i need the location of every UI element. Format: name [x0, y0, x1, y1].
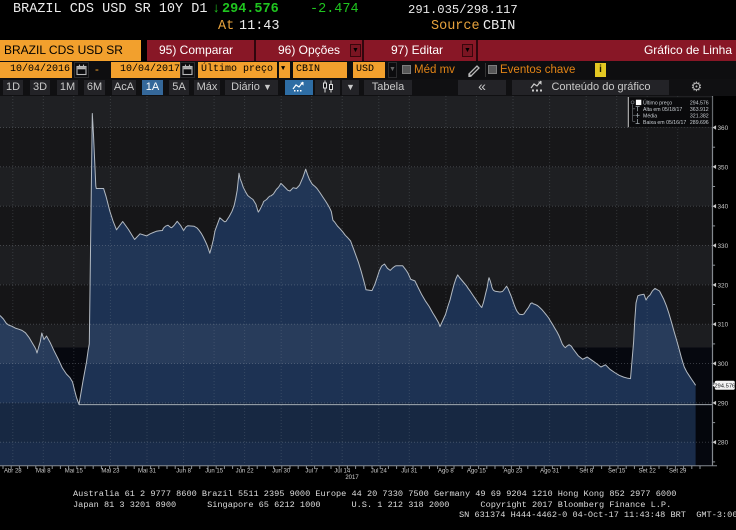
- svg-text:Jul 31: Jul 31: [401, 468, 418, 474]
- svg-text:Média: Média: [643, 113, 657, 119]
- svg-text:Ago 15: Ago 15: [467, 468, 487, 474]
- svg-text:340: 340: [718, 204, 729, 211]
- svg-text:Jun 22: Jun 22: [236, 468, 255, 474]
- svg-text:Baixa em 05/16/17: Baixa em 05/16/17: [643, 120, 686, 126]
- svg-text:Mai 31: Mai 31: [138, 468, 157, 474]
- svg-text:Ago 31: Ago 31: [540, 468, 560, 474]
- svg-text:Jul 14: Jul 14: [334, 468, 351, 474]
- svg-text:Jun 30: Jun 30: [272, 468, 291, 474]
- svg-text:2017: 2017: [345, 475, 359, 481]
- svg-text:Abr 28: Abr 28: [4, 468, 22, 474]
- svg-text:Alta em 05/18/17: Alta em 05/18/17: [643, 107, 682, 113]
- svg-text:294.576: 294.576: [714, 383, 735, 389]
- svg-text:Set 22: Set 22: [639, 468, 657, 474]
- svg-text:Último preço: Último preço: [643, 99, 672, 106]
- svg-text:Mai 15: Mai 15: [65, 468, 84, 474]
- svg-text:360: 360: [718, 125, 729, 132]
- svg-text:Jun 15: Jun 15: [205, 468, 224, 474]
- svg-text:Mai 8: Mai 8: [36, 468, 51, 474]
- svg-text:Ago 23: Ago 23: [503, 468, 523, 474]
- svg-text:Jun 8: Jun 8: [176, 468, 191, 474]
- svg-text:289.696: 289.696: [690, 120, 709, 126]
- svg-text:294.576: 294.576: [690, 100, 709, 106]
- svg-text:350: 350: [718, 164, 729, 171]
- svg-text:Set 29: Set 29: [669, 468, 687, 474]
- svg-text:330: 330: [718, 243, 729, 250]
- svg-text:310: 310: [718, 322, 729, 329]
- svg-text:280: 280: [718, 440, 729, 447]
- svg-text:Jul 24: Jul 24: [371, 468, 388, 474]
- svg-text:300: 300: [718, 361, 729, 368]
- svg-text:Mai 23: Mai 23: [101, 468, 120, 474]
- svg-text:Jul 7: Jul 7: [305, 468, 318, 474]
- svg-text:290: 290: [718, 400, 729, 407]
- svg-text:Set 8: Set 8: [579, 468, 594, 474]
- svg-text:320: 320: [718, 282, 729, 289]
- svg-text:Ago 8: Ago 8: [438, 468, 454, 474]
- svg-text:363.912: 363.912: [690, 107, 709, 113]
- svg-text:Set 15: Set 15: [608, 468, 626, 474]
- svg-text:321.382: 321.382: [690, 113, 709, 119]
